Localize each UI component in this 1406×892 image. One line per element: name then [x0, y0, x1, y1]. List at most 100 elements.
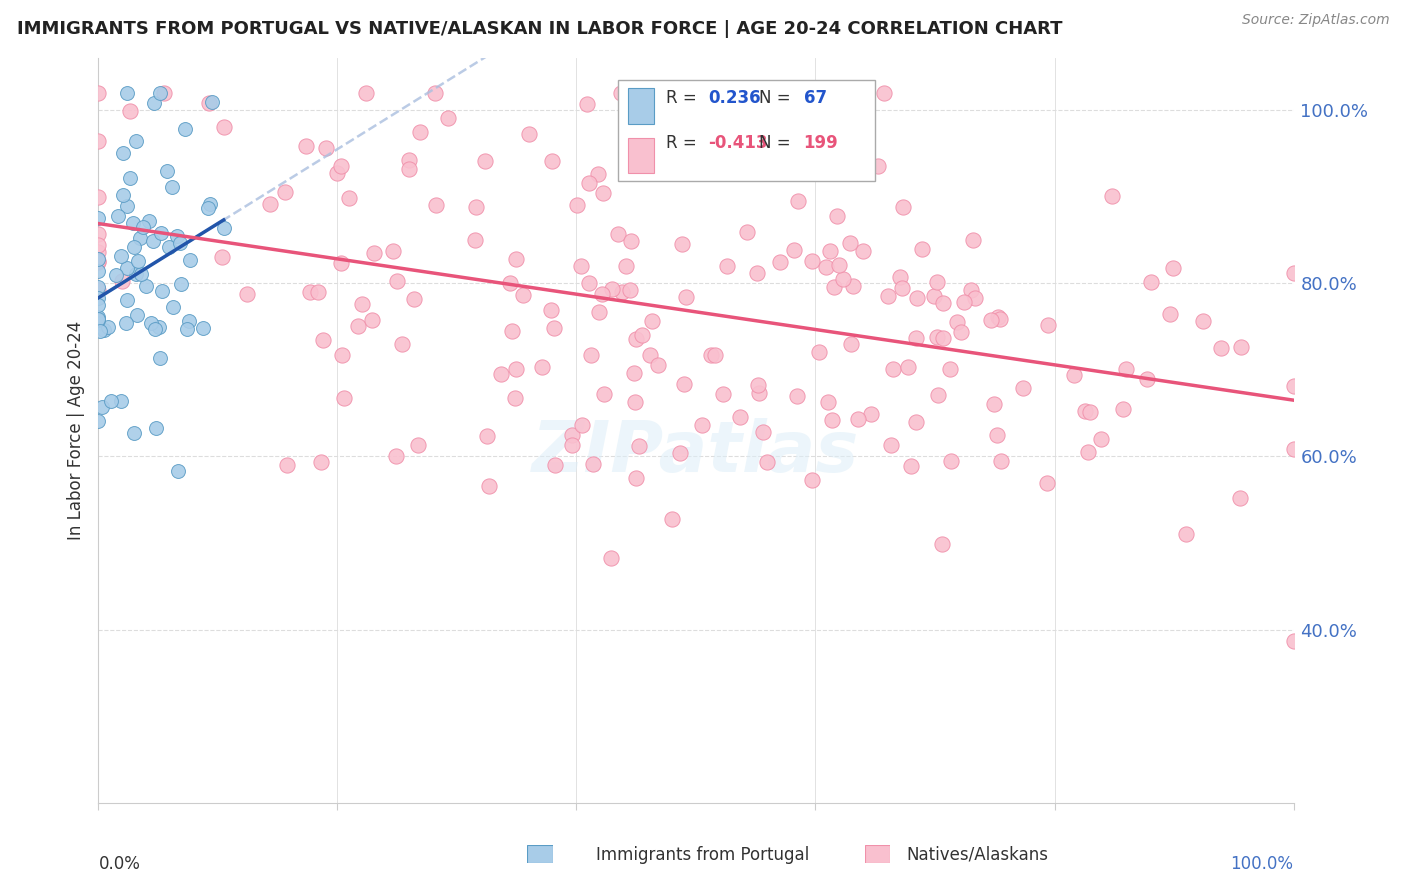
Point — [409, 125, 432, 139]
Point — [624, 471, 647, 485]
Point — [614, 260, 637, 274]
Point — [827, 209, 849, 223]
Point — [87, 312, 110, 326]
Point — [107, 210, 129, 224]
Point — [474, 153, 496, 168]
Point — [115, 316, 138, 330]
Point — [987, 310, 1010, 324]
Point — [212, 120, 235, 135]
Point — [387, 274, 409, 288]
Point — [122, 426, 145, 441]
Point — [925, 330, 948, 344]
Point — [842, 279, 865, 293]
Point — [212, 220, 235, 235]
Point — [129, 231, 152, 245]
Point — [1282, 442, 1305, 456]
Point — [148, 320, 170, 334]
Point — [149, 86, 172, 100]
Point — [87, 211, 110, 225]
Text: 199: 199 — [804, 134, 838, 152]
Point — [149, 227, 172, 241]
Point — [578, 176, 600, 190]
Point — [962, 233, 984, 247]
Point — [963, 291, 986, 305]
Point — [236, 286, 259, 301]
Point — [880, 438, 903, 452]
Point — [1035, 476, 1057, 491]
Point — [783, 243, 806, 257]
Text: Immigrants from Portugal: Immigrants from Portugal — [596, 846, 810, 863]
Point — [1101, 189, 1123, 203]
Point — [346, 319, 368, 334]
Point — [821, 413, 844, 427]
Point — [735, 226, 758, 240]
Point — [1063, 368, 1085, 382]
Point — [398, 153, 420, 167]
Point — [620, 234, 643, 248]
Point — [162, 300, 184, 314]
Point — [100, 394, 122, 409]
Point — [179, 314, 201, 328]
Point — [591, 287, 613, 301]
Point — [787, 194, 810, 209]
Point — [87, 254, 110, 268]
Point — [745, 266, 768, 280]
Point — [561, 428, 583, 442]
Point — [579, 348, 602, 362]
Point — [1159, 307, 1181, 321]
Point — [882, 361, 904, 376]
Point — [512, 288, 534, 302]
Point — [87, 86, 110, 100]
Point — [311, 455, 333, 469]
Point — [756, 455, 779, 469]
Point — [491, 368, 513, 382]
Point — [363, 246, 385, 260]
Point — [198, 95, 221, 110]
Point — [87, 254, 110, 268]
Point — [747, 377, 769, 392]
Point — [690, 418, 713, 433]
Point — [87, 264, 110, 278]
Point — [131, 268, 153, 282]
Point — [350, 296, 373, 310]
FancyBboxPatch shape — [619, 80, 876, 181]
Point — [153, 86, 176, 100]
Point — [607, 227, 630, 241]
Point — [593, 387, 616, 401]
Point — [1230, 339, 1253, 353]
Point — [211, 250, 233, 264]
Point — [561, 438, 583, 452]
Point — [986, 427, 1008, 442]
Point — [295, 138, 318, 153]
Point — [540, 302, 562, 317]
Point — [873, 86, 896, 100]
Point — [191, 320, 214, 334]
Point — [111, 145, 134, 160]
Point — [588, 167, 610, 181]
Point — [925, 276, 948, 290]
Point — [499, 276, 522, 290]
Point — [623, 366, 645, 380]
Point — [125, 134, 148, 148]
Point — [823, 280, 845, 294]
Point — [953, 295, 976, 310]
Point — [1078, 404, 1101, 418]
Text: -0.413: -0.413 — [709, 134, 768, 152]
Text: 100.0%: 100.0% — [1230, 855, 1294, 873]
Text: ZIPatlas: ZIPatlas — [533, 418, 859, 487]
Point — [891, 201, 914, 215]
Point — [1115, 361, 1137, 376]
Point — [149, 351, 172, 365]
Point — [624, 394, 647, 409]
Point — [87, 414, 110, 428]
Point — [115, 86, 138, 100]
Point — [385, 450, 408, 464]
Point — [87, 291, 110, 305]
Point — [922, 289, 945, 303]
Point — [139, 316, 162, 330]
Point — [672, 376, 695, 391]
Point — [406, 438, 429, 452]
Point — [839, 235, 862, 250]
Point — [800, 473, 823, 487]
Point — [578, 276, 600, 290]
